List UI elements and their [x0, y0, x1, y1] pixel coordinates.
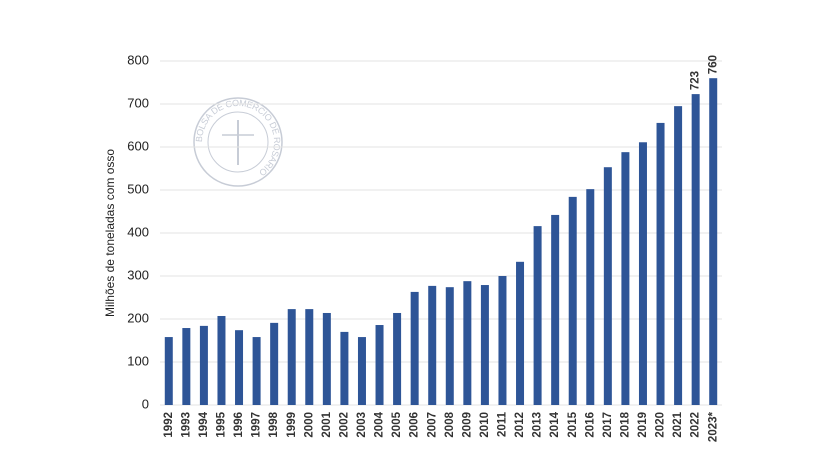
y-tick-label: 600 — [127, 138, 149, 153]
bar — [428, 285, 437, 405]
y-axis-title: Milhões de toneladas com osso — [103, 149, 117, 317]
x-tick-label: 2014 — [549, 411, 561, 437]
x-tick-label: 1992 — [163, 412, 175, 438]
bar — [480, 285, 489, 405]
x-tick-label: 2016 — [584, 412, 596, 438]
bar — [217, 315, 226, 405]
value-label: 723 — [690, 71, 702, 90]
x-tick-label: 1994 — [198, 411, 210, 437]
bar — [463, 281, 472, 405]
bar — [252, 337, 261, 405]
bar — [674, 106, 683, 406]
x-tick-label: 2012 — [514, 412, 526, 438]
bar — [322, 312, 331, 405]
y-tick-label: 500 — [127, 181, 149, 196]
bar — [235, 330, 244, 405]
y-tick-label: 100 — [127, 353, 149, 368]
bar — [691, 94, 700, 406]
x-tick-label: 2006 — [409, 412, 421, 438]
y-tick-label: 0 — [142, 396, 149, 411]
x-tick-label: 1996 — [233, 412, 245, 438]
bar — [305, 309, 314, 405]
bar — [182, 328, 191, 405]
bar — [568, 196, 577, 405]
bar — [445, 287, 454, 405]
x-tick-label: 2004 — [374, 411, 386, 437]
y-tick-label: 200 — [127, 310, 149, 325]
x-tick-label: 1997 — [251, 412, 263, 438]
watermark: BOLSA DE COMERCIO DE ROSARIO — [193, 97, 283, 187]
bar — [270, 322, 279, 405]
x-tick-label: 2015 — [567, 411, 579, 437]
bar — [709, 78, 718, 405]
x-tick-label: 2003 — [356, 412, 368, 438]
x-tick-label: 2018 — [619, 411, 631, 437]
watermark-ring — [207, 111, 269, 173]
y-tick-label: 300 — [127, 267, 149, 282]
bar — [393, 312, 402, 405]
x-tick-label: 2017 — [602, 412, 614, 438]
x-tick-label: 2022 — [690, 412, 702, 438]
bar — [164, 337, 173, 405]
bar — [357, 337, 366, 405]
y-tick-label: 700 — [127, 95, 149, 110]
bar — [340, 331, 349, 405]
x-tick-label: 1995 — [216, 411, 228, 437]
x-tick-label: 2002 — [338, 412, 350, 438]
x-tick-label: 2001 — [321, 411, 333, 437]
x-tick-label: 2009 — [461, 412, 473, 438]
watermark-ring — [193, 97, 283, 187]
x-tick-label: 2005 — [391, 411, 403, 437]
bar — [410, 291, 419, 405]
x-tick-label: 2019 — [637, 412, 649, 438]
bar — [199, 325, 208, 405]
x-tick-label: 1993 — [180, 412, 192, 438]
x-tick-label: 2023* — [707, 411, 719, 442]
x-tick-label: 2020 — [655, 412, 667, 438]
x-tick-label: 2007 — [426, 412, 438, 438]
y-tick-label: 400 — [127, 224, 149, 239]
x-tick-label: 2013 — [532, 412, 544, 438]
x-tick-label: 2011 — [497, 411, 509, 437]
x-tick-label: 2000 — [303, 412, 315, 438]
bar — [586, 189, 595, 405]
y-tick-label: 800 — [127, 52, 149, 67]
bar — [656, 122, 665, 406]
x-tick-label: 1998 — [268, 411, 280, 437]
x-tick-label: 1999 — [286, 412, 298, 438]
x-tick-label: 2021 — [672, 411, 684, 437]
bar — [516, 261, 525, 405]
bar — [621, 152, 630, 405]
bar — [533, 226, 542, 405]
bar — [638, 142, 647, 405]
bar — [551, 214, 560, 405]
bar — [603, 167, 612, 405]
value-label: 760 — [707, 55, 719, 74]
bar — [375, 325, 384, 405]
bar — [498, 276, 507, 405]
bar — [287, 309, 296, 405]
x-tick-label: 2010 — [479, 412, 491, 438]
x-tick-label: 2008 — [444, 411, 456, 437]
